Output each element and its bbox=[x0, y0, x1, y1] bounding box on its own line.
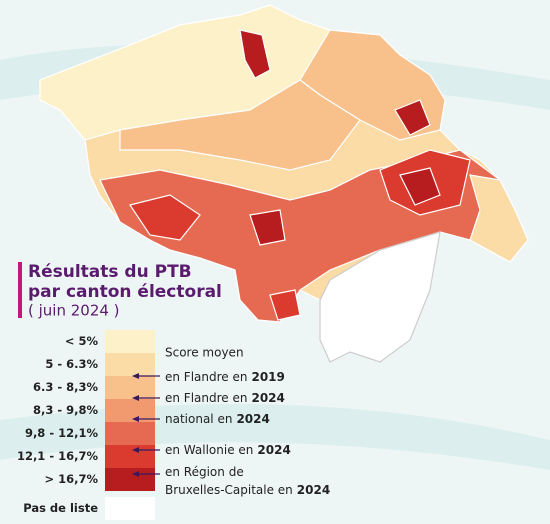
note-text: Bruxelles-Capitale en bbox=[165, 483, 293, 497]
note-year: 2024 bbox=[297, 483, 330, 497]
score-note: en Wallonie en 2024 bbox=[165, 443, 291, 457]
legend-swatch bbox=[105, 399, 155, 422]
title-line: Résultats du PTB bbox=[28, 262, 192, 282]
title-bar bbox=[18, 262, 22, 318]
arrow-head bbox=[132, 395, 139, 401]
legend-label: > 16,7% bbox=[44, 472, 98, 486]
note-text: en Wallonie en bbox=[165, 443, 253, 457]
note-year: 2024 bbox=[257, 443, 290, 457]
note-text: national en bbox=[165, 412, 232, 426]
legend: < 5% 5 - 6.3% 6.3 - 8,3% 8,3 - 9,8% 9,8 - 12… bbox=[17, 330, 155, 520]
note-text: en Région de bbox=[165, 465, 244, 479]
legend-label: Pas de liste bbox=[23, 501, 98, 515]
arrow-head bbox=[132, 373, 139, 379]
legend-label: 9,8 - 12,1% bbox=[25, 426, 99, 440]
note-year: 2024 bbox=[236, 412, 269, 426]
note-year: 2024 bbox=[251, 391, 284, 405]
legend-swatch bbox=[105, 376, 155, 399]
score-note: en Flandre en 2024 bbox=[165, 391, 285, 405]
legend-swatch bbox=[105, 422, 155, 445]
note-text: en Flandre en bbox=[165, 391, 247, 405]
note-text: en Flandre en bbox=[165, 370, 247, 384]
legend-label: 12,1 - 16,7% bbox=[17, 449, 99, 463]
legend-label: 8,3 - 9,8% bbox=[33, 403, 99, 417]
legend-swatch bbox=[105, 330, 155, 353]
legend-swatch bbox=[105, 468, 155, 491]
score-note: en Région de bbox=[165, 465, 244, 479]
legend-swatch bbox=[105, 497, 155, 520]
legend-swatch bbox=[105, 353, 155, 376]
arrow-head bbox=[132, 416, 139, 422]
arrow-head bbox=[132, 447, 139, 453]
arrow-head bbox=[132, 471, 139, 477]
belgium-map bbox=[39, 4, 529, 363]
score-note: national en 2024 bbox=[165, 412, 270, 426]
title-line: ( juin 2024 ) bbox=[28, 302, 120, 320]
legend-label: 6.3 - 8,3% bbox=[33, 380, 99, 394]
score-note: en Flandre en 2019 bbox=[165, 370, 285, 384]
legend-label: 5 - 6.3% bbox=[45, 357, 98, 371]
score-title: Score moyen bbox=[165, 346, 244, 360]
note-year: 2019 bbox=[251, 370, 284, 384]
score-note: Bruxelles-Capitale en 2024 bbox=[165, 483, 330, 497]
legend-swatch bbox=[105, 445, 155, 468]
legend-label: < 5% bbox=[65, 334, 99, 348]
title-line: par canton électoral bbox=[28, 282, 222, 302]
